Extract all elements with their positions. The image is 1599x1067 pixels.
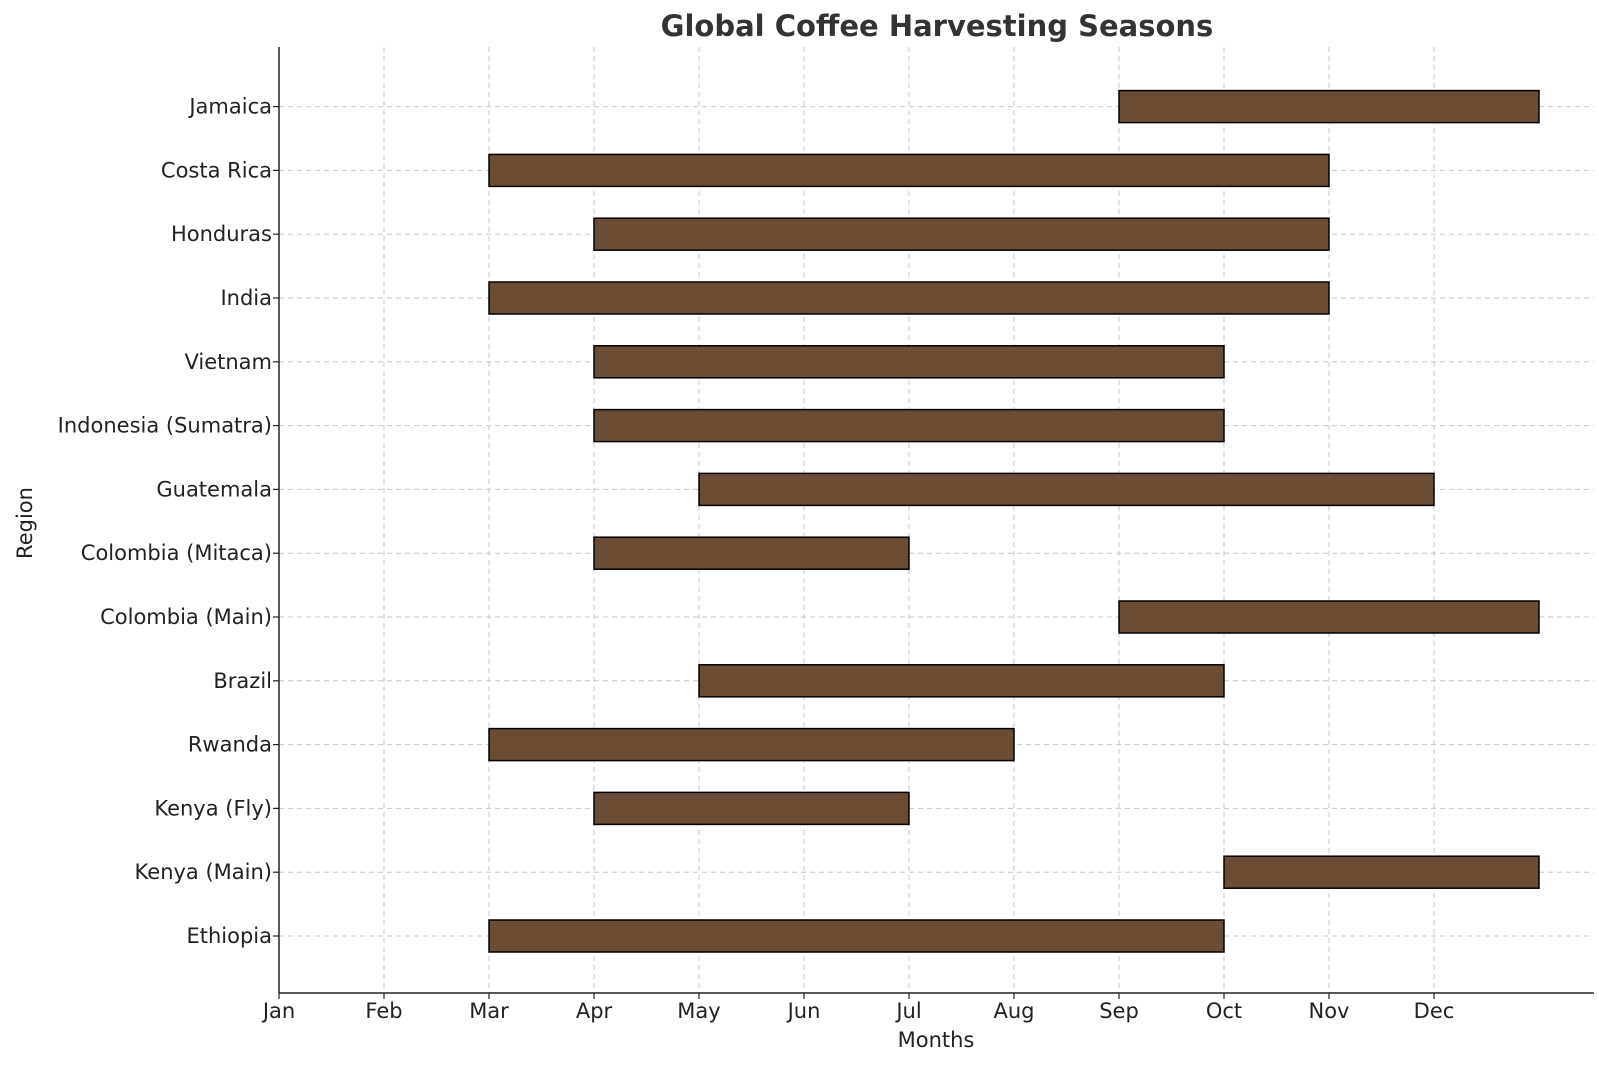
- y-tick-label: Kenya (Main): [135, 860, 272, 884]
- chart-title: Global Coffee Harvesting Seasons: [661, 9, 1214, 43]
- tick-layer: Jan Feb Mar Apr May Jun Jul Aug Sep Oct Nov Dec Ethi…: [58, 95, 1455, 1023]
- x-tick-label: Jun: [786, 999, 821, 1023]
- grid-layer: [279, 47, 1594, 993]
- bar-jamaica: [1118, 89, 1540, 124]
- bar-colombia-main: [1118, 600, 1540, 634]
- y-tick-label: Honduras: [171, 222, 272, 246]
- x-axis-label: Months: [898, 1028, 975, 1052]
- bar-indonesia-sumatra: [593, 408, 1225, 443]
- axis-layer: [278, 47, 1594, 994]
- bar-costa-rica: [488, 153, 1330, 188]
- bar-ethiopia: [488, 919, 1225, 953]
- x-tick-label: Nov: [1309, 999, 1350, 1023]
- x-tick-label: Jan: [261, 999, 295, 1023]
- y-tick-label: Jamaica: [187, 95, 272, 119]
- x-tick-label: Oct: [1206, 999, 1242, 1023]
- bar-rwanda: [488, 727, 1015, 762]
- x-tick-label: Jul: [894, 999, 921, 1023]
- x-tick-label: Dec: [1414, 999, 1455, 1023]
- x-tick-label: Feb: [365, 999, 402, 1023]
- y-tick-label: Costa Rica: [161, 158, 272, 182]
- y-tick-label: Kenya (Fly): [154, 796, 272, 820]
- y-tick-label: Ethiopia: [186, 924, 272, 948]
- bar-india: [488, 281, 1330, 315]
- bar-kenya-fly: [593, 791, 910, 826]
- y-tick-label: Guatemala: [156, 477, 272, 501]
- y-tick-label: Indonesia (Sumatra): [58, 414, 272, 438]
- bar-guatemala: [698, 472, 1435, 507]
- bar-vietnam: [593, 345, 1225, 379]
- y-tick-label: Colombia (Main): [100, 605, 272, 629]
- y-tick-label: Colombia (Mitaca): [81, 541, 272, 565]
- y-axis-label: Region: [13, 487, 37, 559]
- bar-colombia-mitaca: [593, 536, 910, 570]
- y-tick-label: Vietnam: [184, 350, 272, 374]
- x-tick-label: Aug: [993, 999, 1034, 1023]
- x-tick-label: May: [677, 999, 720, 1023]
- y-tick-label: India: [220, 286, 272, 310]
- y-tick-label: Brazil: [213, 669, 272, 693]
- bar-honduras: [593, 217, 1330, 251]
- bar-kenya-main: [1223, 855, 1540, 889]
- bar-brazil: [698, 664, 1225, 698]
- x-tick-label: Mar: [469, 999, 509, 1023]
- x-tick-label: Sep: [1099, 999, 1139, 1023]
- bar-layer: [488, 89, 1540, 953]
- x-tick-label: Apr: [576, 999, 613, 1023]
- y-tick-label: Rwanda: [188, 733, 272, 757]
